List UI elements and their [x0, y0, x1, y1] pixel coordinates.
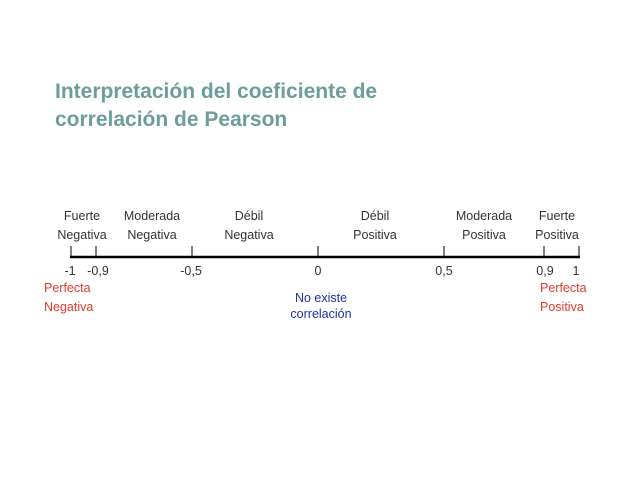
tick-label: -0,5 — [180, 264, 202, 278]
perfect-positive-label: Perfecta Positiva — [540, 279, 587, 317]
category-line-2: Negativa — [224, 228, 274, 242]
tick-label: 1 — [572, 264, 580, 278]
category-line-2: Positiva — [353, 228, 397, 242]
category-weak-negative: Débil Negativa — [204, 207, 294, 245]
category-line-1: Moderada — [455, 209, 513, 223]
category-line-1: Fuerte — [538, 209, 576, 223]
category-line-1: Moderada — [123, 209, 181, 223]
category-line-2: Negativa — [57, 228, 107, 242]
no-correlation-note: No existe correlación — [290, 290, 351, 322]
category-line-1: Débil — [234, 209, 264, 223]
category-moderate-negative: Moderada Negativa — [107, 207, 197, 245]
tick-label: 0 — [314, 264, 322, 278]
extreme-line-2: Negativa — [44, 300, 94, 314]
note-line-1: No existe — [294, 291, 348, 305]
category-strong-positive: Fuerte Positiva — [512, 207, 602, 245]
extreme-line-2: Positiva — [540, 300, 584, 314]
page-title: Interpretación del coeficiente de correl… — [55, 78, 475, 134]
category-line-2: Positiva — [535, 228, 579, 242]
category-weak-positive: Débil Positiva — [330, 207, 420, 245]
category-strong-negative: Fuerte Negativa — [37, 207, 127, 245]
category-line-1: Fuerte — [63, 209, 101, 223]
extreme-line-1: Perfecta — [44, 281, 91, 295]
perfect-negative-label: Perfecta Negativa — [44, 279, 93, 317]
category-line-2: Negativa — [127, 228, 177, 242]
category-moderate-positive: Moderada Positiva — [439, 207, 529, 245]
tick-label: 0,5 — [435, 264, 453, 278]
tick-label: 0,9 — [536, 264, 554, 278]
extreme-line-1: Perfecta — [540, 281, 587, 295]
tick-label: -0,9 — [87, 264, 109, 278]
category-line-2: Positiva — [462, 228, 506, 242]
note-line-2: correlación — [290, 307, 352, 321]
title-line-1: Interpretación del coeficiente de — [55, 80, 378, 103]
tick-label: -1 — [64, 264, 76, 278]
category-line-1: Débil — [360, 209, 390, 223]
title-line-2: correlación de Pearson — [55, 108, 288, 131]
